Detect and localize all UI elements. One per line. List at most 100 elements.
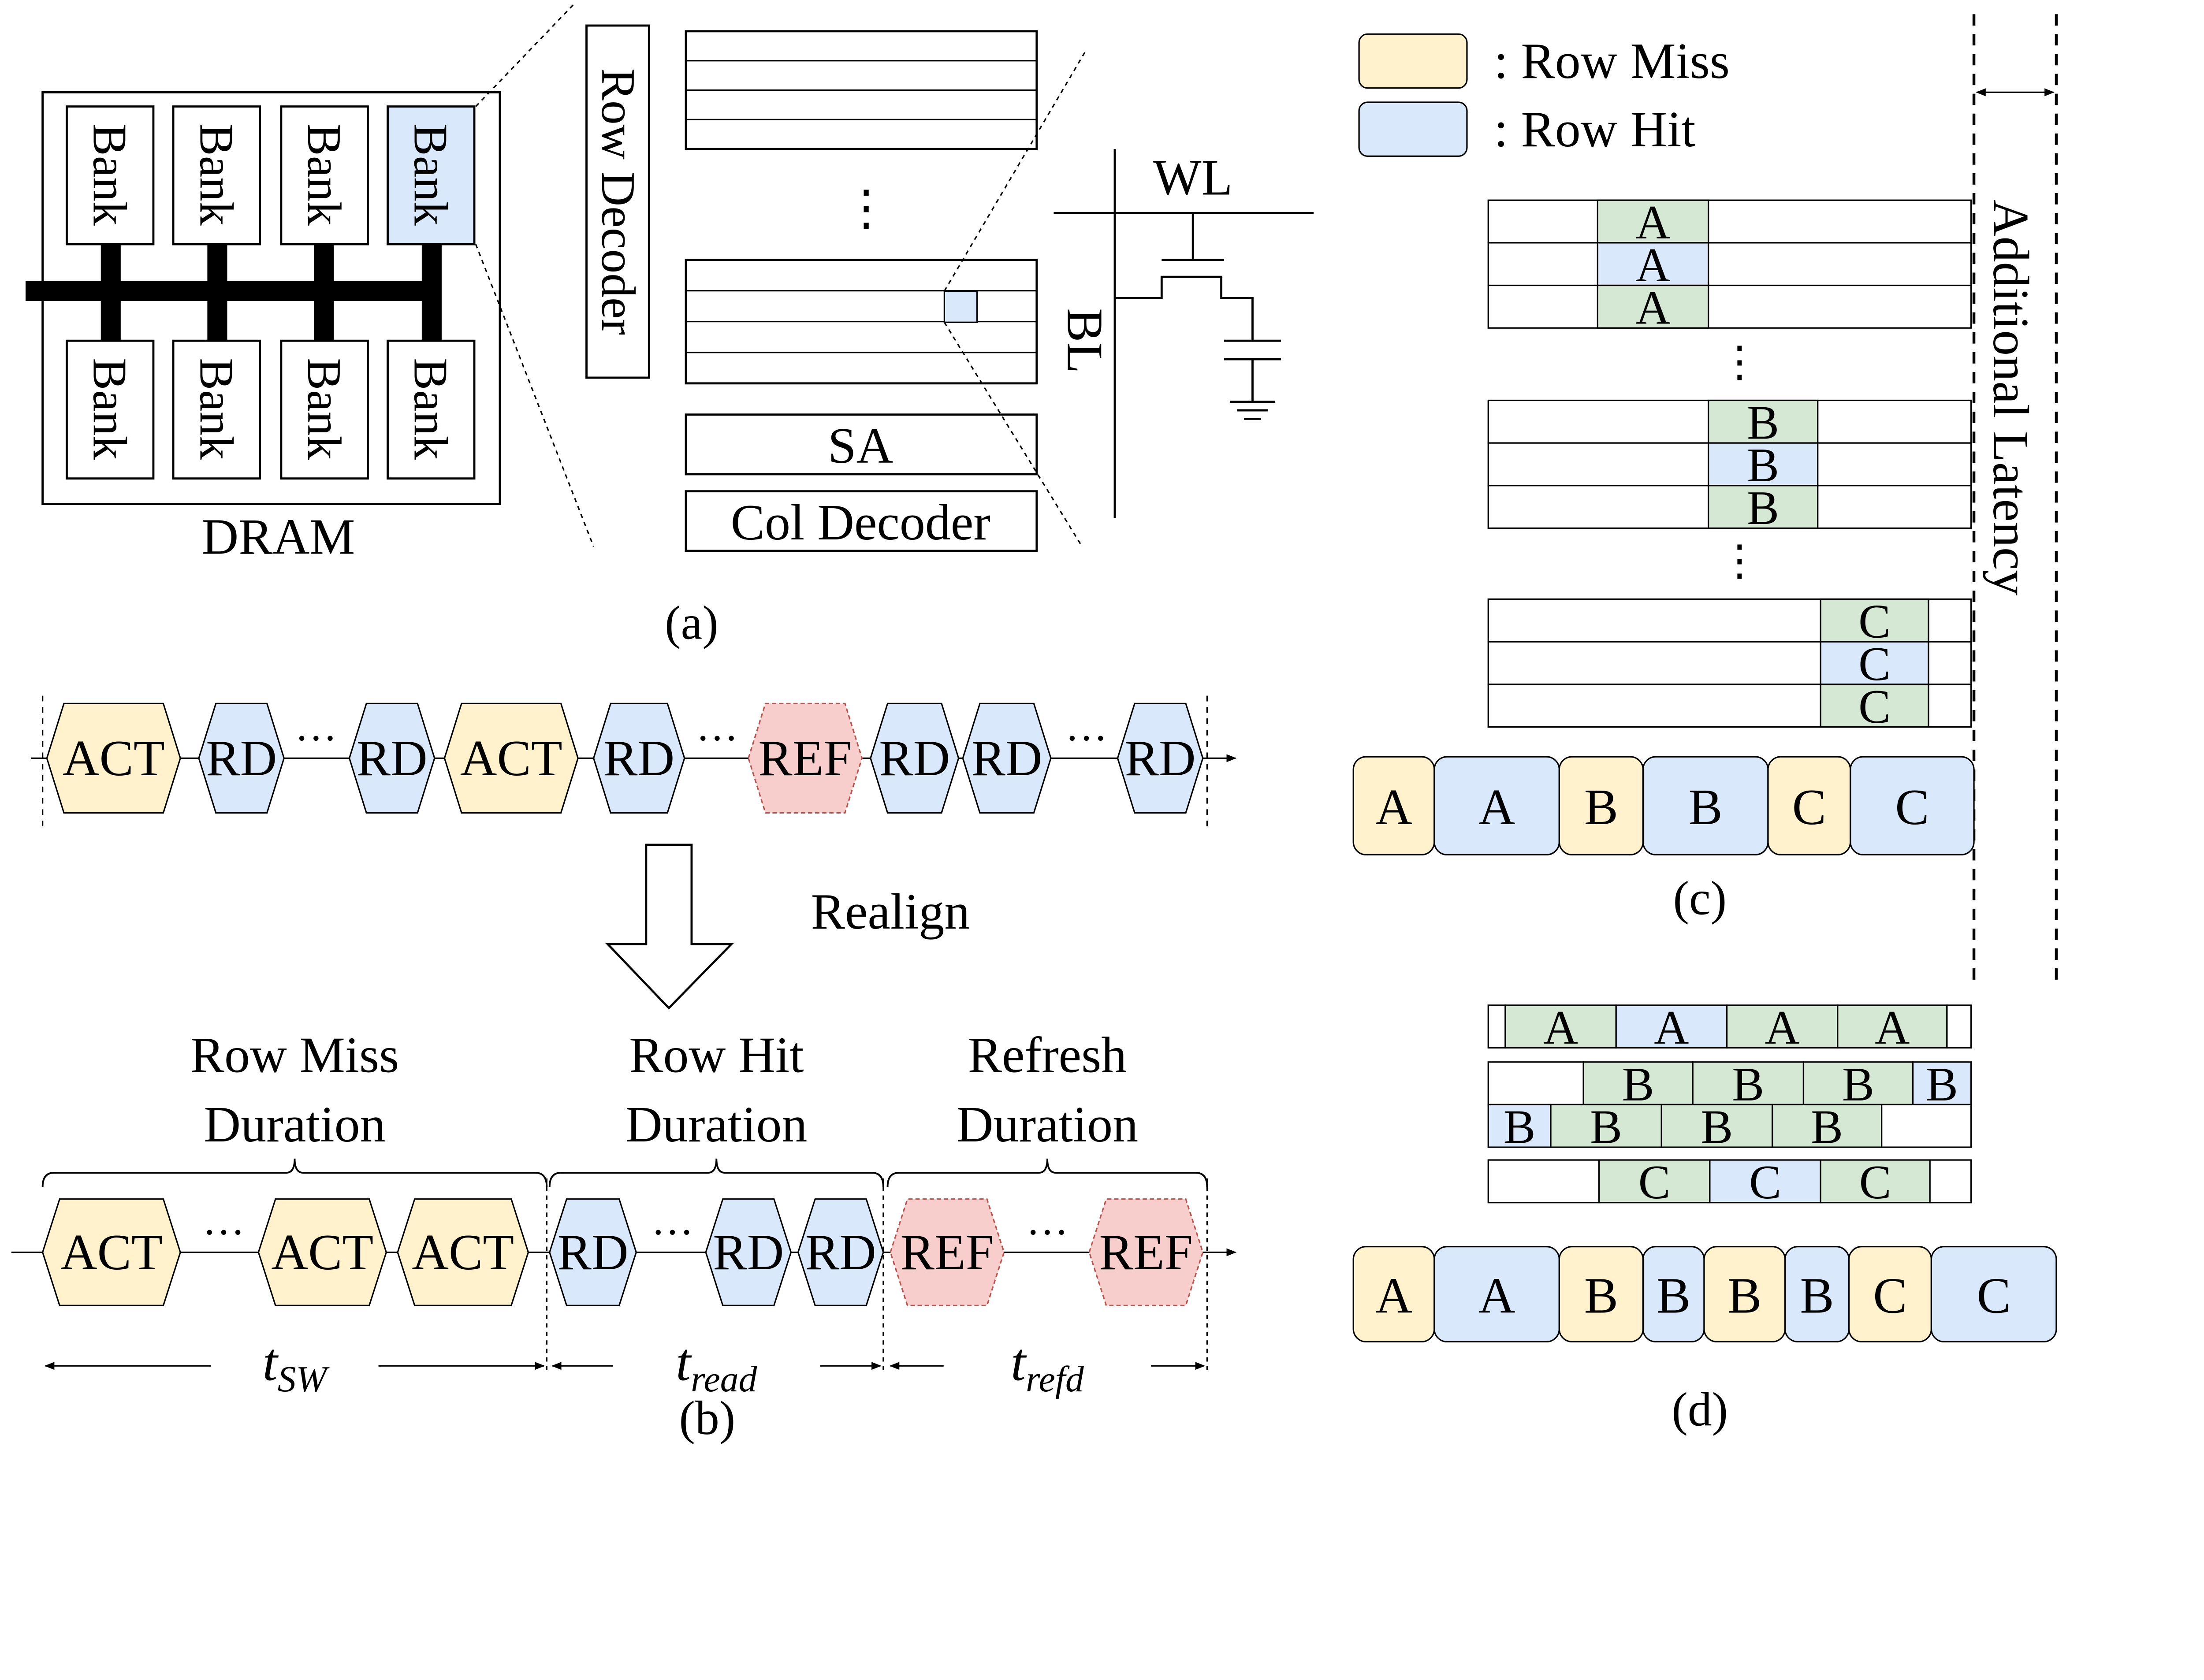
time-symbol: t bbox=[1011, 1332, 1027, 1392]
access-cell bbox=[1946, 1004, 1972, 1049]
access-cell bbox=[1708, 442, 1819, 487]
group-dots: ⋮ bbox=[1718, 537, 1761, 584]
command-label: RD bbox=[972, 730, 1042, 787]
bank-label: Bank bbox=[190, 124, 243, 226]
access-cell bbox=[1487, 1061, 1584, 1106]
command-act bbox=[397, 1198, 529, 1306]
request-label: A bbox=[1478, 779, 1515, 836]
bank-box bbox=[172, 105, 261, 245]
access-cell bbox=[1726, 1004, 1839, 1049]
zoom-line bbox=[475, 2, 576, 107]
command-label: REF bbox=[1099, 1224, 1193, 1281]
bank-box bbox=[280, 339, 369, 480]
access-cell bbox=[1708, 399, 1819, 444]
dram-label: DRAM bbox=[201, 509, 355, 565]
zoom-line bbox=[944, 49, 1087, 292]
access-cell bbox=[1709, 1159, 1821, 1204]
legend-swatch bbox=[1358, 101, 1468, 157]
caption-a: (a) bbox=[665, 596, 719, 650]
access-label: B bbox=[1504, 1100, 1536, 1153]
access-label: C bbox=[1858, 595, 1891, 648]
duration-label: Refresh bbox=[968, 1027, 1127, 1083]
time-symbol: t bbox=[676, 1332, 692, 1392]
access-label: C bbox=[1749, 1155, 1781, 1209]
command-rd bbox=[198, 702, 285, 814]
command-label: REF bbox=[900, 1224, 994, 1281]
sense-amp-label: SA bbox=[828, 418, 893, 474]
command-ref bbox=[1088, 1198, 1204, 1306]
access-label: C bbox=[1859, 1155, 1891, 1209]
access-cell bbox=[1487, 1104, 1552, 1148]
command-rd bbox=[1117, 702, 1204, 814]
zoom-line bbox=[475, 244, 595, 547]
access-cell bbox=[1771, 1104, 1883, 1148]
command-label: RD bbox=[206, 730, 277, 787]
command-act bbox=[41, 1198, 181, 1306]
access-label: B bbox=[1590, 1100, 1622, 1153]
caption-d: (d) bbox=[1672, 1383, 1728, 1436]
time-label: tread bbox=[676, 1332, 758, 1400]
access-cell bbox=[1597, 242, 1709, 286]
ellipsis: ··· bbox=[696, 714, 739, 762]
brace bbox=[548, 1158, 884, 1187]
duration-label: Duration bbox=[957, 1096, 1138, 1153]
request-label: A bbox=[1375, 1267, 1412, 1324]
sense-amp-box bbox=[685, 413, 1038, 476]
command-rd bbox=[870, 702, 960, 814]
access-label: A bbox=[1654, 1000, 1689, 1054]
dram-figure: Bank Bank Bank Bank Bank Bank Bank Bank DRAM Ro… bbox=[11, 2, 2058, 1444]
access-label: B bbox=[1811, 1100, 1843, 1153]
command-label: ACT bbox=[460, 730, 562, 787]
time-subscript: SW bbox=[278, 1359, 330, 1400]
access-cell bbox=[1598, 1159, 1711, 1204]
command-rd bbox=[592, 702, 685, 814]
access-cell bbox=[1820, 684, 1929, 728]
access-cell bbox=[1582, 1061, 1694, 1106]
request-label: A bbox=[1375, 779, 1412, 836]
access-cell bbox=[1615, 1004, 1728, 1049]
row-buffer-row bbox=[1487, 284, 1972, 329]
time-label: tSW bbox=[263, 1332, 330, 1400]
bank-label: Bank bbox=[404, 358, 458, 460]
command-act bbox=[257, 1198, 387, 1306]
request-block bbox=[1930, 1245, 2057, 1343]
access-cell bbox=[1820, 598, 1929, 643]
access-cell bbox=[1660, 1104, 1773, 1148]
time-label: trefd bbox=[1011, 1332, 1084, 1400]
access-label: B bbox=[1732, 1057, 1764, 1111]
realign-label: Realign bbox=[811, 884, 970, 940]
access-cell bbox=[1597, 284, 1709, 329]
legend-swatch bbox=[1358, 33, 1468, 89]
access-cell bbox=[1881, 1104, 1972, 1148]
command-label: RD bbox=[357, 730, 428, 787]
bank-box bbox=[172, 339, 261, 480]
request-label: A bbox=[1478, 1267, 1515, 1324]
access-label: C bbox=[1638, 1155, 1671, 1209]
access-label: B bbox=[1701, 1100, 1733, 1153]
caption-c: (c) bbox=[1673, 871, 1727, 925]
bank-box bbox=[66, 339, 155, 480]
access-label: A bbox=[1543, 1000, 1578, 1054]
access-label: C bbox=[1858, 680, 1891, 733]
bank-label: Bank bbox=[298, 358, 351, 460]
bank-label: Bank bbox=[83, 124, 137, 226]
request-label: C bbox=[1895, 779, 1929, 836]
row-decoder-label: Row Decoder bbox=[592, 68, 645, 335]
access-cell bbox=[1929, 1159, 1972, 1204]
ellipsis: ··· bbox=[1026, 1209, 1069, 1256]
access-label: B bbox=[1747, 481, 1779, 535]
legend-label: : Row Miss bbox=[1494, 33, 1730, 89]
request-label: B bbox=[1727, 1267, 1761, 1324]
access-label: A bbox=[1765, 1000, 1800, 1054]
row-buffer-row bbox=[1487, 242, 1972, 286]
command-label: RD bbox=[1125, 730, 1196, 787]
access-label: A bbox=[1875, 1000, 1910, 1054]
access-label: A bbox=[1635, 281, 1670, 335]
command-label: ACT bbox=[412, 1224, 514, 1281]
command-label: RD bbox=[713, 1224, 784, 1281]
access-label: A bbox=[1635, 238, 1670, 292]
brace bbox=[41, 1158, 548, 1187]
request-block bbox=[1850, 756, 1975, 856]
command-rd bbox=[962, 702, 1052, 814]
access-label: A bbox=[1635, 195, 1670, 249]
